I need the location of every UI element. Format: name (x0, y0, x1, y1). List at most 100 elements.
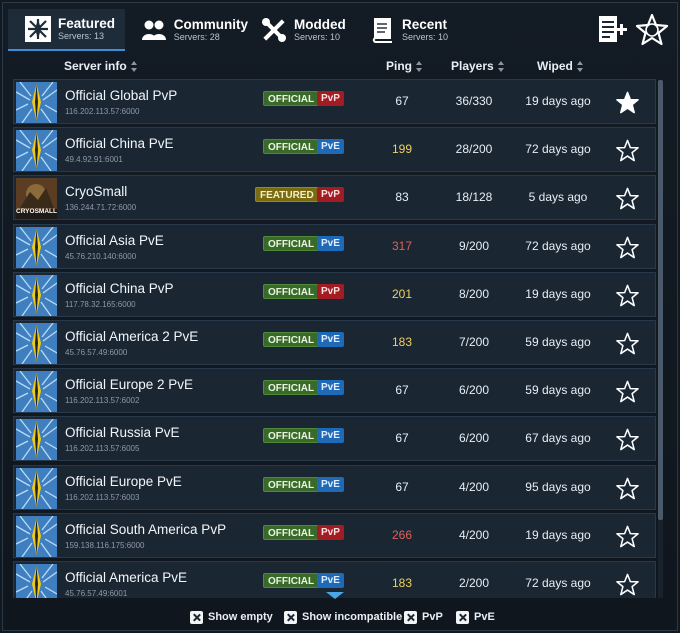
server-address: 45.76.210.140:6000 (65, 251, 137, 261)
server-thumbnail (15, 563, 58, 598)
server-address: 117.78.32.165:6000 (65, 299, 136, 309)
favorite-star-icon[interactable] (616, 477, 639, 500)
game-mode-badge: PvE (317, 235, 344, 251)
server-row[interactable]: Official Asia PvE 45.76.210.140:6000 OFFIC… (13, 223, 656, 269)
tab-server-count: Servers: 10 (402, 32, 449, 42)
tab-community[interactable]: Community Servers: 28 (138, 9, 248, 51)
server-row[interactable]: Official China PvE 49.4.92.91:6001 OFFICIA… (13, 127, 656, 173)
filter-pvp[interactable]: PvP (404, 609, 443, 625)
favorite-star-icon[interactable] (616, 525, 639, 548)
favorite-star-icon[interactable] (616, 380, 639, 403)
tab-server-count: Servers: 28 (173, 32, 220, 42)
game-mode-badge: PvE (317, 332, 344, 347)
add-server-icon[interactable] (596, 14, 628, 46)
server-row[interactable]: Official Europe PvE 116.202.113.57:6003 OF… (13, 464, 656, 510)
tab-featured[interactable]: Featured Servers: 13 (8, 9, 125, 51)
server-row[interactable]: Official South America PvP 159.138.116.17… (13, 512, 656, 558)
server-list: Official Global PvP 116.202.113.57:6000 OF… (13, 79, 658, 598)
server-type-badge: OFFICIAL (263, 428, 320, 444)
sort-icon (130, 60, 138, 72)
sort-icon (497, 60, 505, 72)
tab-label: Featured (58, 16, 116, 31)
server-name: Official Europe 2 PvE (65, 377, 194, 393)
modded-icon (258, 14, 290, 46)
game-mode-badge: PvE (317, 476, 344, 492)
server-row[interactable]: CRYOSMALL CryoSmall 136.244.71.72:6000 FEAT… (13, 175, 656, 221)
column-server-info[interactable]: Server info (64, 58, 138, 74)
server-ping: 67 (395, 94, 409, 108)
filter-pve[interactable]: PvE (456, 609, 495, 625)
server-wiped: 19 days ago (525, 94, 591, 108)
game-mode-badge: PvP (317, 524, 344, 540)
server-players: 4/200 (458, 479, 490, 494)
checkbox-icon[interactable] (284, 610, 297, 624)
checkbox-icon[interactable] (190, 610, 203, 624)
server-type-badge: FEATURED (255, 187, 319, 203)
column-ping[interactable]: Ping (386, 58, 423, 74)
server-wiped: 72 days ago (525, 576, 591, 590)
featured-icon (22, 13, 54, 45)
server-ping: 183 (391, 576, 413, 590)
favorite-star-icon[interactable] (616, 187, 639, 210)
game-mode-badge: PvE (317, 428, 344, 444)
filter-label: PvE (474, 611, 495, 623)
server-players: 18/128 (455, 190, 493, 205)
server-row[interactable]: Official Global PvP 116.202.113.57:6000 OF… (13, 79, 656, 124)
community-icon (138, 14, 170, 46)
game-mode-badge: PvE (317, 573, 344, 588)
filter-show-incompatible[interactable]: Show incompatible (284, 609, 402, 625)
favorite-star-icon[interactable] (616, 91, 639, 114)
server-ping: 317 (391, 238, 413, 253)
server-row[interactable]: Official China PvP 117.78.32.165:6000 OFFI… (13, 271, 656, 317)
tab-recent[interactable]: Recent Servers: 10 (366, 9, 466, 51)
server-players: 8/200 (458, 286, 490, 301)
server-row[interactable]: Official Russia PvE 116.202.113.57:6005 OF… (13, 416, 656, 462)
server-type-badge: OFFICIAL (263, 283, 320, 299)
game-mode-badge: PvP (317, 187, 344, 203)
tab-label: Community (173, 17, 248, 32)
server-row[interactable]: Official Europe 2 PvE 116.202.113.57:6002… (13, 368, 656, 414)
server-players: 2/200 (458, 576, 490, 590)
server-wiped: 5 days ago (528, 190, 588, 205)
sort-icon (576, 60, 584, 72)
tab-label: Modded (294, 17, 346, 32)
server-thumbnail (15, 418, 58, 461)
server-address: 116.202.113.57:6005 (65, 444, 140, 454)
server-name: Official America 2 PvE (65, 329, 199, 344)
server-row[interactable]: Official America PvE 45.76.57.49:6001 OFFI… (13, 561, 656, 598)
server-players: 6/200 (458, 383, 490, 398)
server-address: 49.4.92.91:6001 (65, 155, 123, 165)
server-thumbnail (15, 322, 58, 365)
server-players: 9/200 (458, 238, 490, 253)
favorite-star-icon[interactable] (616, 236, 639, 259)
tab-modded[interactable]: Modded Servers: 10 (258, 9, 358, 51)
server-wiped: 72 days ago (525, 238, 591, 253)
filter-label: PvP (422, 611, 443, 623)
favorite-star-icon[interactable] (616, 139, 639, 162)
scrollbar-thumb[interactable] (658, 80, 663, 520)
game-mode-badge: PvP (317, 91, 344, 106)
checkbox-icon[interactable] (456, 610, 469, 624)
column-wiped[interactable]: Wiped (537, 58, 584, 74)
server-name: Official Russia PvE (65, 425, 180, 441)
favorite-star-icon[interactable] (616, 428, 639, 451)
column-players[interactable]: Players (451, 58, 505, 74)
filter-label: Show empty (208, 611, 273, 623)
server-name: Official Global PvP (65, 88, 178, 103)
favorite-star-icon[interactable] (616, 284, 639, 307)
server-type-badge: OFFICIAL (263, 235, 320, 251)
favorite-star-icon[interactable] (616, 332, 639, 355)
server-thumbnail (15, 467, 58, 509)
favorite-star-icon[interactable] (616, 573, 639, 596)
favorites-star-icon[interactable] (635, 13, 669, 46)
scroll-down-icon[interactable] (326, 592, 344, 599)
checkbox-icon[interactable] (404, 610, 417, 624)
server-type-badge: OFFICIAL (263, 380, 320, 396)
server-players: 4/200 (458, 527, 490, 542)
server-type-badge: OFFICIAL (263, 91, 320, 106)
server-type-badge: OFFICIAL (263, 524, 320, 540)
tab-server-count: Servers: 13 (58, 31, 105, 41)
server-tabs: Featured Servers: 13 Community Servers: … (8, 9, 672, 51)
server-row[interactable]: Official America 2 PvE 45.76.57.49:6000 OF… (13, 320, 656, 365)
filter-show-empty[interactable]: Show empty (190, 609, 273, 625)
